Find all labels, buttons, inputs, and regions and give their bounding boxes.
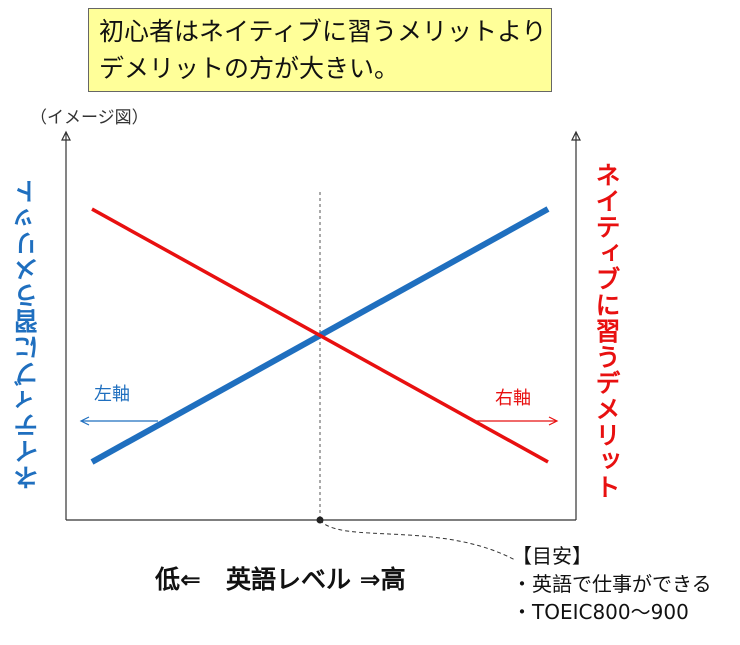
headline-box: 初心者はネイティブに習うメリットより デメリットの方が大きい。 [88, 8, 552, 92]
x-axis-label: 低⇐ 英語レベル ⇒高 [155, 565, 406, 594]
guide-box: 【目安】 ・英語で仕事ができる ・TOEIC800〜900 [512, 542, 712, 626]
right-axis-label: ネイティブに習うデメリット [592, 162, 621, 500]
guide-connector [319, 519, 516, 561]
left-axis-arrowhead [61, 130, 71, 141]
demerit-line [91, 207, 549, 464]
right-axis-arrow-head [548, 416, 559, 426]
image-note: （イメージ図） [30, 108, 149, 128]
right-axis-arrowhead [571, 130, 581, 141]
guide-title: 【目安】 [512, 544, 592, 568]
headline-line-2: デメリットの方が大きい。 [99, 54, 400, 83]
left-axis-arrow-head [79, 416, 90, 426]
left-axis-tag: 左軸 [94, 384, 130, 405]
headline-line-1: 初心者はネイティブに習うメリットより [99, 17, 547, 46]
guide-item-1: ・英語で仕事ができる [512, 572, 712, 596]
guide-item-2: ・TOEIC800〜900 [512, 600, 689, 624]
left-axis-label: ネイティブに習うメリット [13, 178, 42, 490]
right-axis-tag: 右軸 [495, 388, 531, 409]
